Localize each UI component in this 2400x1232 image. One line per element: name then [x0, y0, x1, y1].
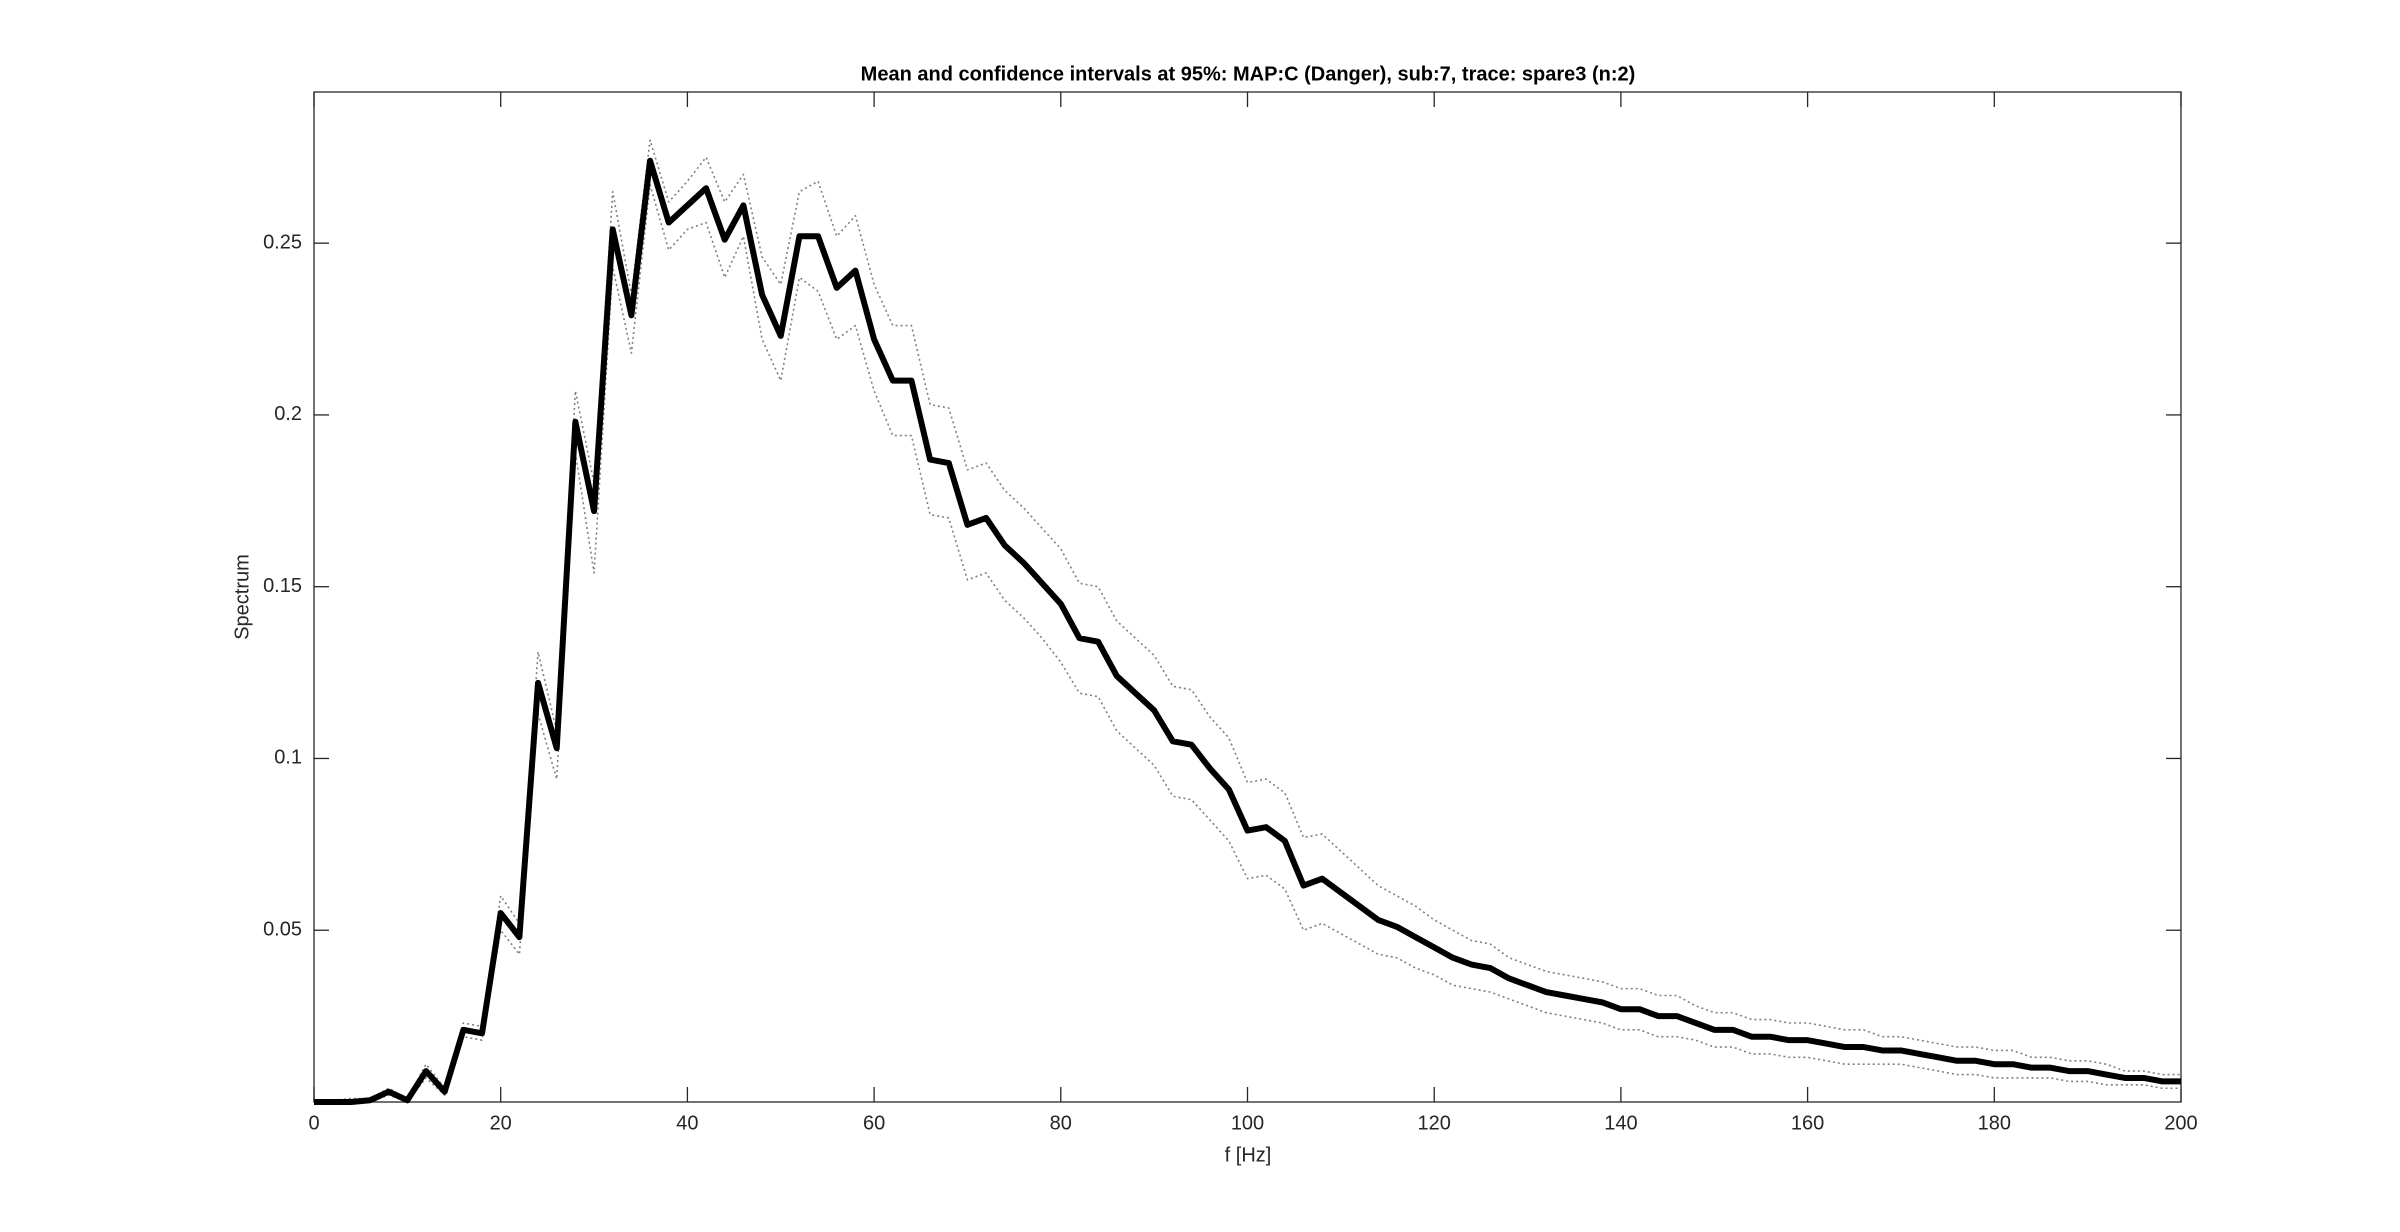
x-tick-label: 60: [863, 1112, 885, 1134]
x-tick-label: 200: [2164, 1112, 2197, 1134]
x-axis-label: f [Hz]: [1225, 1144, 1272, 1166]
y-tick-label: 0.1: [274, 747, 302, 769]
x-tick-label: 100: [1231, 1112, 1264, 1134]
ci-line: [314, 139, 2181, 1102]
plot-area: [313, 91, 2182, 1103]
x-tick-label: 80: [1050, 1112, 1072, 1134]
ci-line: [314, 183, 2181, 1103]
y-tick-label: 0.15: [263, 575, 302, 597]
mean-line: [314, 157, 2181, 1105]
x-tick-label: 120: [1418, 1112, 1451, 1134]
y-tick-label: 0.05: [263, 919, 302, 941]
y-tick-label: 0.25: [263, 231, 302, 253]
chart-title: Mean and confidence intervals at 95%: MA…: [861, 63, 1636, 85]
x-tick-label: 140: [1604, 1112, 1637, 1134]
y-tick-label: 0.2: [274, 403, 302, 425]
x-tick-label: 160: [1791, 1112, 1824, 1134]
x-tick-label: 20: [490, 1112, 512, 1134]
x-tick-label: 180: [1978, 1112, 2011, 1134]
x-tick-label: 0: [308, 1112, 319, 1134]
x-tick-label: 40: [676, 1112, 698, 1134]
y-axis-label: Spectrum: [231, 554, 253, 640]
